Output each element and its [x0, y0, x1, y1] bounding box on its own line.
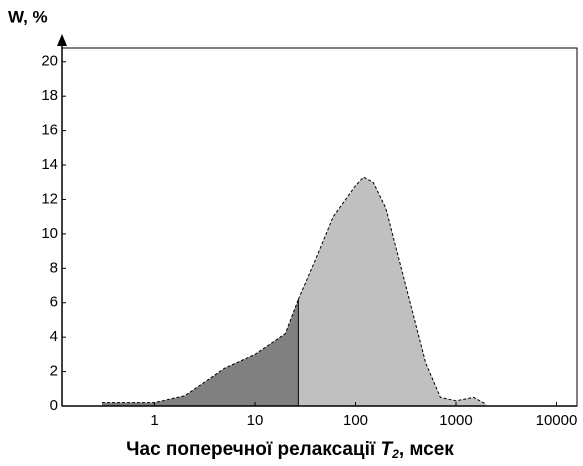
area-outline: [102, 299, 299, 404]
y-tick-label: 4: [50, 328, 58, 345]
area: [102, 299, 299, 406]
x-title-symbol: T: [381, 439, 394, 460]
y-axis-title: W, %: [8, 7, 48, 26]
area-outline: [297, 176, 487, 405]
y-tick-label: 16: [41, 122, 58, 139]
y-tick-label: 0: [50, 397, 58, 414]
y-axis-arrow: [57, 34, 67, 46]
y-tick-label: 14: [41, 156, 58, 173]
x-tick-label: 10000: [536, 412, 578, 429]
y-tick-label: 12: [41, 190, 58, 207]
x-tick-label: 1000: [439, 412, 472, 429]
y-tick-label: 6: [50, 294, 58, 311]
y-tick-label: 10: [41, 225, 58, 242]
x-tick-label: 1: [150, 412, 158, 429]
x-title-part: , мсек: [399, 439, 454, 460]
x-axis-title: Час поперечної релаксації T2, мсек: [126, 439, 454, 461]
x-tick-label: 10: [247, 412, 264, 429]
x-title-part: Час поперечної релаксації: [126, 439, 380, 460]
y-tick-label: 8: [50, 259, 58, 276]
x-title-subscript: 2: [391, 447, 399, 461]
y-tick-label: 2: [50, 363, 58, 380]
y-tick-label: 20: [41, 53, 58, 70]
area: [298, 177, 487, 406]
y-tick-label: 18: [41, 87, 58, 104]
x-tick-label: 100: [343, 412, 368, 429]
